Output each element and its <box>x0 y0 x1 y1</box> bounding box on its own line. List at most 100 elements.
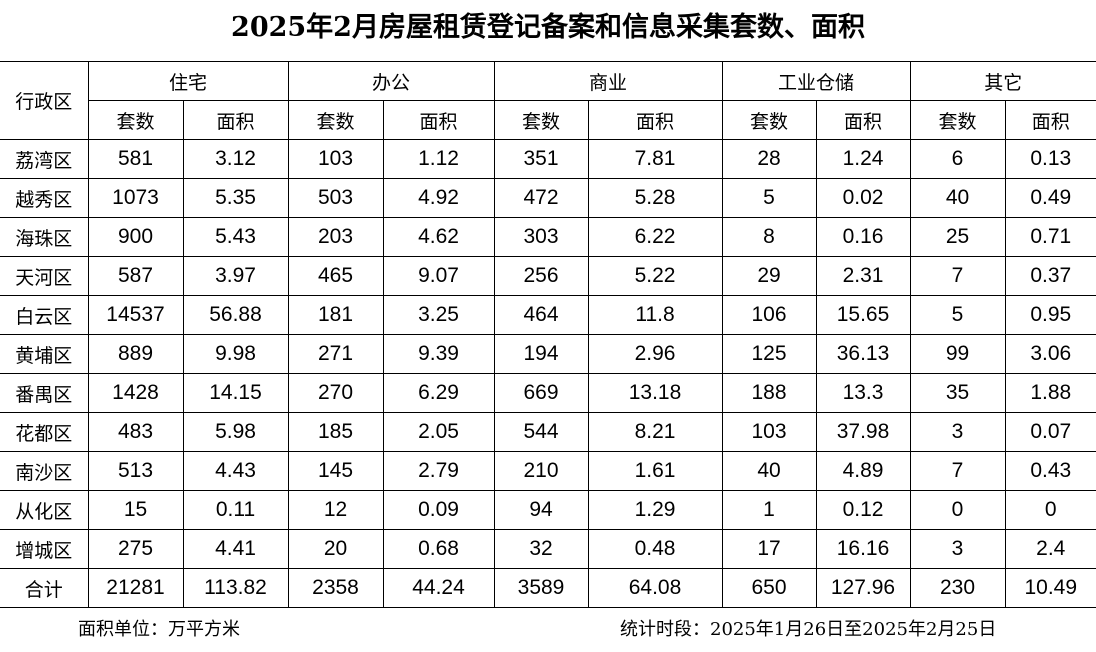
count-cell: 32 <box>493 529 589 569</box>
area-cell: 0 <box>1004 490 1096 530</box>
table-row: 番禺区 1428 14.15 270 6.29 669 13.18 188 13.3 35 1.88 <box>0 373 1096 413</box>
count-cell: 103 <box>721 412 817 452</box>
area-cell: 4.62 <box>382 217 495 257</box>
area-cell: 3.12 <box>182 139 289 179</box>
count-cell: 483 <box>87 412 184 452</box>
district-name: 增城区 <box>0 529 89 569</box>
count-cell: 303 <box>493 217 589 257</box>
area-cell: 4.41 <box>182 529 289 569</box>
header-area: 面积 <box>815 100 911 140</box>
area-cell: 0.71 <box>1004 217 1096 257</box>
area-cell: 56.88 <box>182 295 289 335</box>
area-cell: 4.89 <box>815 451 911 491</box>
count-cell: 99 <box>909 334 1006 374</box>
area-cell: 2.4 <box>1004 529 1096 569</box>
area-cell: 6.22 <box>587 217 723 257</box>
count-cell: 210 <box>493 451 589 491</box>
count-cell: 1428 <box>87 373 184 413</box>
count-cell: 29 <box>721 256 817 296</box>
count-cell: 28 <box>721 139 817 179</box>
area-cell: 0.16 <box>815 217 911 257</box>
area-cell: 44.24 <box>382 568 495 608</box>
count-cell: 188 <box>721 373 817 413</box>
count-cell: 581 <box>87 139 184 179</box>
area-cell: 3.97 <box>182 256 289 296</box>
area-cell: 14.15 <box>182 373 289 413</box>
header-district: 行政区 <box>0 61 89 140</box>
area-cell: 9.39 <box>382 334 495 374</box>
rental-registration-table: 行政区 住宅 办公 商业 工业仓储 其它 套数 面积 套数 面积 套数 面积 套… <box>0 61 1096 608</box>
area-cell: 3.06 <box>1004 334 1096 374</box>
district-name: 南沙区 <box>0 451 89 491</box>
count-cell: 8 <box>721 217 817 257</box>
count-cell: 7 <box>909 256 1006 296</box>
count-cell: 464 <box>493 295 589 335</box>
table-row: 从化区 15 0.11 12 0.09 94 1.29 1 0.12 0 0 <box>0 490 1096 530</box>
count-cell: 94 <box>493 490 589 530</box>
area-cell: 10.49 <box>1004 568 1096 608</box>
area-cell: 4.43 <box>182 451 289 491</box>
header-area: 面积 <box>1004 100 1096 140</box>
area-cell: 8.21 <box>587 412 723 452</box>
area-cell: 0.95 <box>1004 295 1096 335</box>
table-row: 南沙区 513 4.43 145 2.79 210 1.61 40 4.89 7 0.43 <box>0 451 1096 491</box>
count-cell: 181 <box>287 295 384 335</box>
area-cell: 127.96 <box>815 568 911 608</box>
district-name: 荔湾区 <box>0 139 89 179</box>
count-cell: 271 <box>287 334 384 374</box>
count-cell: 194 <box>493 334 589 374</box>
count-cell: 503 <box>287 178 384 218</box>
district-name: 黄埔区 <box>0 334 89 374</box>
header-group-commercial: 商业 <box>493 61 723 101</box>
count-cell: 587 <box>87 256 184 296</box>
area-cell: 0.02 <box>815 178 911 218</box>
area-cell: 0.09 <box>382 490 495 530</box>
area-cell: 5.35 <box>182 178 289 218</box>
area-cell: 4.92 <box>382 178 495 218</box>
area-cell: 0.12 <box>815 490 911 530</box>
count-cell: 12 <box>287 490 384 530</box>
count-cell: 1073 <box>87 178 184 218</box>
area-cell: 5.43 <box>182 217 289 257</box>
count-cell: 6 <box>909 139 1006 179</box>
count-cell: 145 <box>287 451 384 491</box>
count-cell: 7 <box>909 451 1006 491</box>
area-cell: 37.98 <box>815 412 911 452</box>
count-cell: 669 <box>493 373 589 413</box>
area-cell: 1.61 <box>587 451 723 491</box>
count-cell: 889 <box>87 334 184 374</box>
count-cell: 40 <box>721 451 817 491</box>
area-cell: 64.08 <box>587 568 723 608</box>
district-name: 花都区 <box>0 412 89 452</box>
table-row: 花都区 483 5.98 185 2.05 544 8.21 103 37.98 3 0.07 <box>0 412 1096 452</box>
count-cell: 650 <box>721 568 817 608</box>
header-count: 套数 <box>88 100 184 140</box>
count-cell: 230 <box>909 568 1006 608</box>
count-cell: 2358 <box>287 568 384 608</box>
area-cell: 0.07 <box>1004 412 1096 452</box>
header-area: 面积 <box>382 100 495 140</box>
total-row: 合计 21281 113.82 2358 44.24 3589 64.08 650 127.96… <box>0 568 1096 608</box>
count-cell: 465 <box>287 256 384 296</box>
area-cell: 2.96 <box>587 334 723 374</box>
count-cell: 513 <box>87 451 184 491</box>
count-cell: 106 <box>721 295 817 335</box>
area-cell: 5.28 <box>587 178 723 218</box>
header-count: 套数 <box>493 100 589 140</box>
area-cell: 0.11 <box>182 490 289 530</box>
count-cell: 14537 <box>87 295 184 335</box>
area-cell: 0.68 <box>382 529 495 569</box>
count-cell: 3589 <box>493 568 589 608</box>
area-cell: 16.16 <box>815 529 911 569</box>
header-group-other: 其它 <box>909 61 1096 101</box>
area-cell: 3.25 <box>382 295 495 335</box>
count-cell: 3 <box>909 529 1006 569</box>
count-cell: 35 <box>909 373 1006 413</box>
area-cell: 2.05 <box>382 412 495 452</box>
header-area: 面积 <box>182 100 289 140</box>
area-cell: 13.18 <box>587 373 723 413</box>
header-count: 套数 <box>287 100 384 140</box>
header-count: 套数 <box>721 100 817 140</box>
header-row-groups: 行政区 住宅 办公 商业 工业仓储 其它 <box>0 61 1096 140</box>
header-group-industrial: 工业仓储 <box>721 61 911 101</box>
